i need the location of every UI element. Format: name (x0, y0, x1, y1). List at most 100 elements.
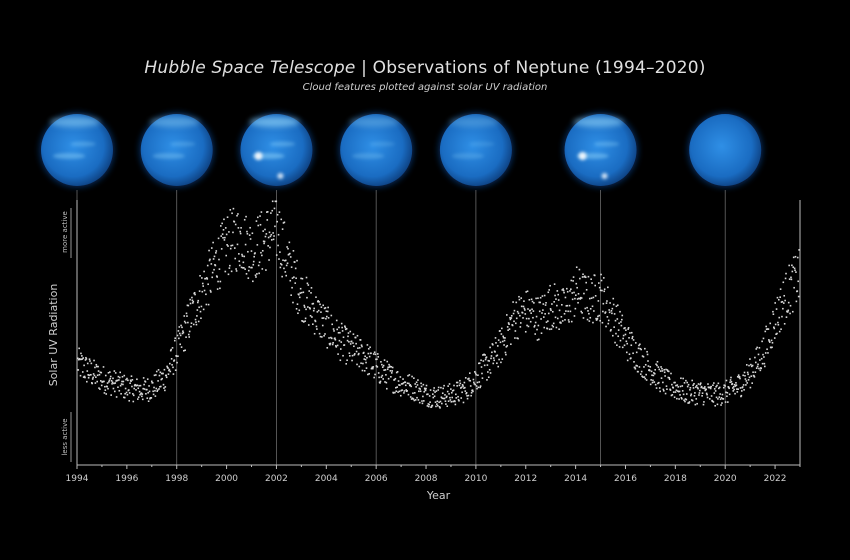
neptune-cloud-streak (70, 141, 96, 147)
data-point (302, 320, 304, 323)
data-point (528, 298, 531, 301)
data-point (267, 236, 270, 239)
data-point (305, 308, 307, 311)
data-point (557, 299, 560, 301)
data-point (643, 376, 646, 378)
data-point (275, 200, 278, 203)
data-point (441, 397, 444, 400)
data-point (190, 325, 192, 328)
data-point (520, 305, 523, 308)
data-point (725, 379, 728, 382)
data-point (115, 380, 117, 382)
data-point (507, 322, 510, 324)
data-point (679, 394, 681, 396)
data-point (565, 310, 567, 312)
data-point (337, 353, 339, 355)
data-point (755, 348, 758, 350)
data-point (593, 310, 595, 312)
data-point (260, 211, 263, 213)
data-point (349, 355, 351, 357)
data-point (241, 255, 244, 257)
data-point (784, 277, 787, 280)
data-point (88, 374, 90, 377)
data-point (301, 277, 304, 280)
data-point (758, 367, 760, 370)
data-point (394, 391, 396, 394)
data-point (671, 394, 674, 396)
data-point (688, 402, 690, 404)
data-point (762, 337, 765, 340)
data-point (623, 344, 626, 347)
neptune-cloud-streak (593, 141, 620, 147)
data-point (246, 230, 248, 233)
data-point (645, 373, 647, 376)
data-point (434, 391, 436, 393)
neptune-cloud-band (348, 117, 400, 127)
neptune-cloud-streak (152, 153, 185, 159)
data-point (755, 367, 758, 369)
data-point (192, 300, 195, 303)
data-point (587, 310, 589, 312)
data-point (748, 376, 751, 379)
data-point (385, 374, 387, 376)
data-point (119, 384, 122, 387)
data-point (589, 316, 592, 319)
data-point (597, 315, 599, 318)
data-point (327, 317, 330, 319)
data-point (512, 312, 515, 315)
data-point (122, 383, 124, 386)
data-point (342, 336, 345, 339)
data-point (761, 340, 763, 343)
axis-labels: 1994 1996 1998 2000 2002 2004 2006 2008 2010 2012… (47, 211, 787, 502)
data-point (588, 297, 591, 300)
data-point (773, 337, 776, 339)
data-point (753, 376, 756, 378)
data-point (248, 234, 251, 236)
data-point (81, 371, 84, 373)
data-point (338, 326, 340, 329)
data-point (382, 364, 385, 367)
data-point (332, 341, 334, 344)
data-point (222, 236, 224, 239)
data-point (460, 397, 463, 399)
data-point (537, 297, 539, 300)
data-point (154, 395, 157, 397)
data-point (757, 363, 759, 366)
data-point (351, 354, 354, 357)
data-point (136, 378, 138, 381)
data-point (306, 282, 309, 285)
data-point (793, 267, 796, 270)
data-point (703, 387, 706, 390)
data-point (539, 301, 541, 304)
data-point (426, 405, 429, 407)
data-point (335, 346, 338, 348)
data-point (573, 291, 575, 294)
data-point (187, 333, 190, 336)
data-point (642, 355, 645, 358)
data-point (503, 344, 505, 346)
data-point (276, 220, 278, 223)
data-point (729, 381, 731, 384)
data-point (347, 332, 350, 334)
data-point (621, 314, 624, 317)
data-point (188, 330, 191, 333)
data-point (109, 375, 112, 378)
data-point (652, 374, 655, 377)
data-point (170, 358, 173, 360)
data-point (309, 314, 312, 317)
data-point (464, 377, 467, 379)
data-point (527, 325, 530, 328)
data-point (406, 382, 409, 385)
data-point (791, 270, 794, 273)
data-point (238, 260, 241, 262)
data-point (407, 393, 410, 396)
data-point (119, 371, 122, 374)
data-point (779, 296, 781, 298)
data-point (86, 370, 89, 372)
data-point (558, 309, 561, 312)
data-point (160, 372, 163, 375)
data-point (273, 235, 275, 237)
data-point (798, 249, 800, 251)
data-point (686, 385, 689, 388)
data-point (388, 363, 390, 366)
